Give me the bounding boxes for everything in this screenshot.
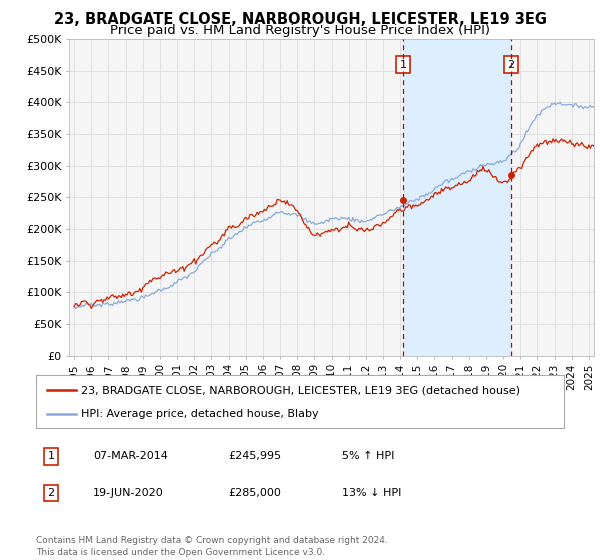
Text: 1: 1 — [400, 59, 407, 69]
Text: 2: 2 — [508, 59, 515, 69]
Text: £245,995: £245,995 — [228, 451, 281, 461]
Text: HPI: Average price, detached house, Blaby: HPI: Average price, detached house, Blab… — [81, 408, 319, 418]
Text: 23, BRADGATE CLOSE, NARBOROUGH, LEICESTER, LE19 3EG (detached house): 23, BRADGATE CLOSE, NARBOROUGH, LEICESTE… — [81, 385, 520, 395]
Text: Contains HM Land Registry data © Crown copyright and database right 2024.
This d: Contains HM Land Registry data © Crown c… — [36, 536, 388, 557]
Text: 19-JUN-2020: 19-JUN-2020 — [93, 488, 164, 498]
Text: 1: 1 — [47, 451, 55, 461]
Text: 13% ↓ HPI: 13% ↓ HPI — [342, 488, 401, 498]
Text: 07-MAR-2014: 07-MAR-2014 — [93, 451, 168, 461]
Bar — [403, 39, 511, 356]
Text: 23, BRADGATE CLOSE, NARBOROUGH, LEICESTER, LE19 3EG: 23, BRADGATE CLOSE, NARBOROUGH, LEICESTE… — [53, 12, 547, 27]
Text: 2: 2 — [47, 488, 55, 498]
Text: Price paid vs. HM Land Registry's House Price Index (HPI): Price paid vs. HM Land Registry's House … — [110, 24, 490, 36]
Text: 5% ↑ HPI: 5% ↑ HPI — [342, 451, 394, 461]
Text: £285,000: £285,000 — [228, 488, 281, 498]
